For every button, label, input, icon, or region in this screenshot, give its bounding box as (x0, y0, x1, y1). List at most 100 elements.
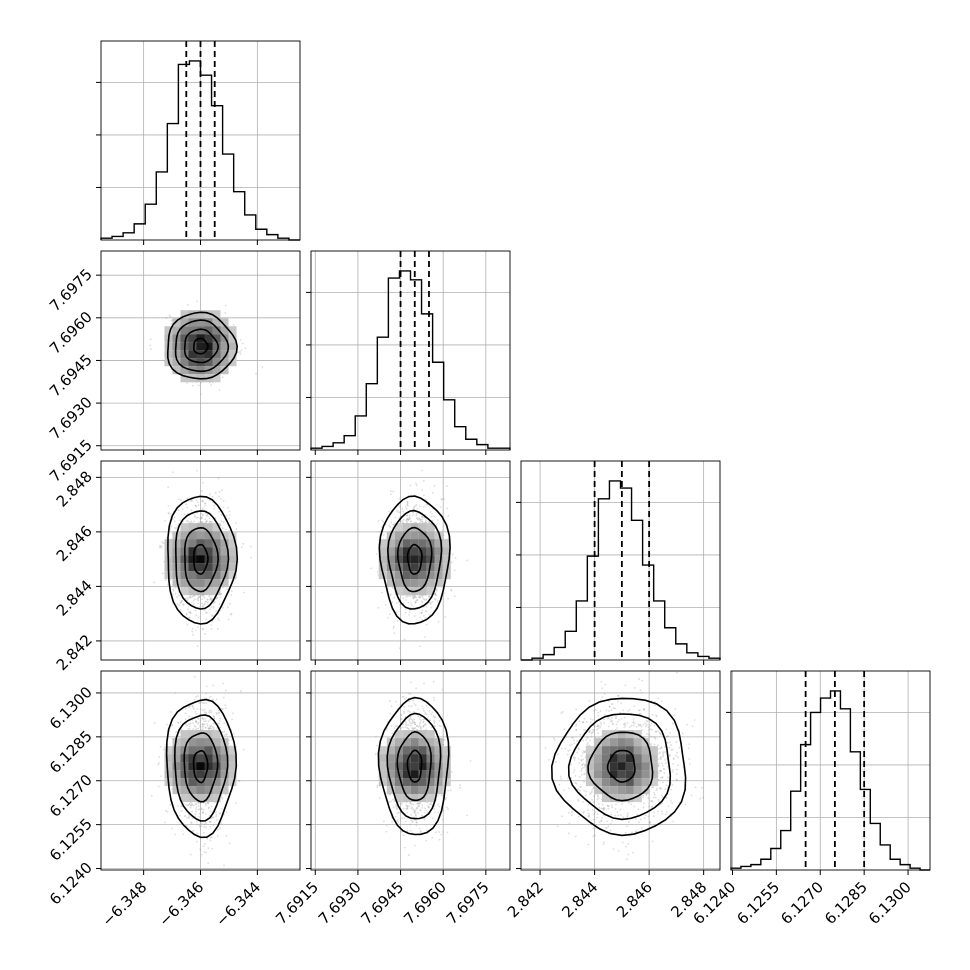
scatter-point (198, 812, 201, 815)
scatter-point (415, 596, 418, 599)
density-cell (220, 539, 229, 548)
scatter-point (421, 596, 424, 598)
density-cell (426, 579, 435, 588)
scatter-point (177, 735, 180, 737)
scatter-point (413, 521, 416, 524)
scatter-point (406, 500, 409, 503)
scatter-point (406, 502, 409, 505)
scatter-point (418, 517, 421, 520)
panel-frame (310, 460, 511, 661)
scatter-point (205, 515, 208, 518)
scatter-point (187, 303, 189, 306)
scatter-point (228, 517, 231, 520)
scatter-point (414, 595, 417, 598)
density-cell (204, 571, 213, 580)
scatter-point (237, 351, 240, 354)
scatter-point (388, 613, 391, 616)
density-cell (212, 342, 221, 351)
scatter-point (405, 599, 407, 601)
scatter-point (186, 599, 189, 602)
scatter-point (443, 498, 445, 500)
scatter-point (206, 611, 208, 614)
density-cell (212, 539, 221, 548)
scatter-point (204, 504, 206, 507)
scatter-point (193, 520, 195, 523)
scatter-point (435, 594, 438, 597)
scatter-point (204, 717, 206, 720)
scatter-point (201, 500, 203, 503)
scatter-point (440, 498, 443, 501)
density-cell (180, 587, 189, 596)
scatter-point (453, 569, 456, 572)
scatter-point (199, 521, 202, 524)
scatter-point (218, 722, 220, 725)
scatter-point (191, 630, 194, 633)
scatter-point (189, 611, 192, 614)
scatter-point (194, 725, 197, 728)
scatter-point (446, 507, 448, 510)
scatter-points (150, 675, 245, 867)
density-cell (180, 310, 189, 319)
scatter-point (196, 645, 199, 647)
scatter-point (239, 350, 242, 353)
scatter-point (436, 588, 438, 591)
scatter-point (392, 523, 395, 526)
scatter-point (419, 645, 421, 648)
density-cell (212, 555, 221, 564)
scatter-point (442, 525, 445, 527)
density-cell (180, 531, 189, 540)
scatter-point (410, 602, 412, 605)
density-cell (212, 358, 221, 367)
density-cell (196, 571, 205, 580)
scatter-point (201, 627, 204, 630)
scatter-point (216, 596, 218, 599)
density-cell (204, 310, 213, 319)
scatter-point (184, 718, 187, 721)
scatter-point (178, 498, 181, 501)
density-cell (180, 374, 189, 383)
scatter-point (186, 497, 189, 500)
scatter-point (436, 600, 439, 602)
scatter-point (214, 517, 217, 520)
scatter-point (179, 602, 182, 604)
scatter-point (424, 617, 427, 619)
scatter-point (424, 498, 427, 501)
scatter-point (198, 595, 201, 598)
density-cell (402, 579, 411, 588)
scatter-point (218, 712, 220, 714)
scatter-point (414, 601, 417, 604)
scatter-point (158, 756, 161, 759)
scatter-point (174, 586, 177, 589)
scatter-point (431, 512, 434, 515)
scatter-point (209, 520, 212, 523)
scatter-point (230, 590, 233, 593)
density-cell (426, 547, 435, 556)
scatter-point (411, 595, 414, 597)
scatter-point (206, 601, 209, 604)
scatter-point (412, 596, 415, 599)
scatter-point (206, 598, 209, 601)
density-cell (386, 579, 395, 588)
scatter-point (180, 805, 183, 808)
scatter-point (429, 601, 432, 604)
density-cell (212, 350, 221, 359)
density-cell (180, 579, 189, 588)
scatter-point (239, 339, 242, 341)
density-cell (188, 579, 197, 588)
scatter-point (392, 627, 395, 629)
scatter-point (406, 514, 408, 517)
scatter-point (370, 567, 373, 570)
scatter-point (228, 510, 231, 513)
scatter-point (421, 515, 424, 518)
scatter-point (243, 591, 245, 594)
scatter-point (412, 594, 415, 597)
scatter-point (183, 513, 186, 516)
scatter-point (235, 528, 238, 530)
scatter-point (210, 384, 213, 386)
scatter-point (391, 586, 394, 589)
scatter-point (188, 595, 191, 598)
scatter-point (407, 601, 410, 604)
scatter-point (185, 612, 188, 615)
density-cell (442, 547, 451, 556)
scatter-point (179, 608, 182, 611)
